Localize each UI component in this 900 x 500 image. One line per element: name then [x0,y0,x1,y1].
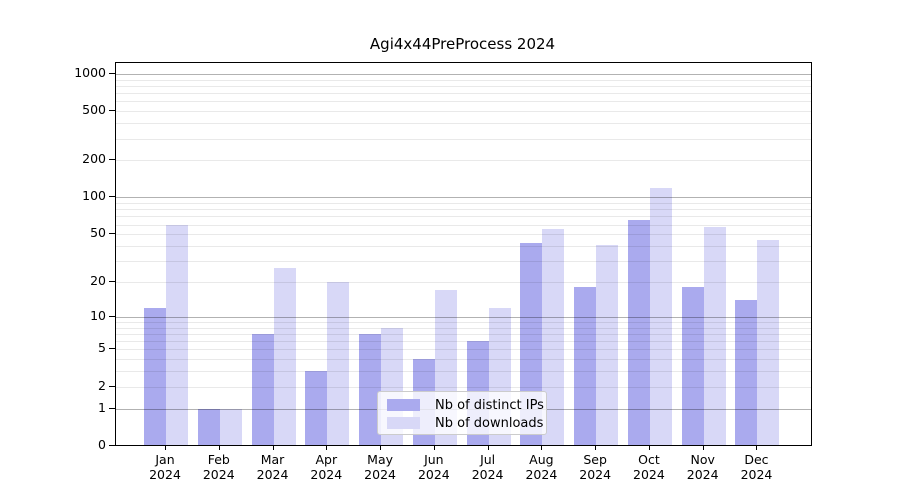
x-tick-label-line: 2024 [417,467,450,482]
y-tick-mark [109,159,115,161]
y-tick-label: 0 [98,436,106,452]
x-tick-mark [380,445,382,450]
legend-label-downloads: Nb of downloads [435,415,544,431]
x-tick-label-line: Oct [638,452,660,467]
bar-distinct-ips [574,287,597,445]
y-tick-label: 1000 [74,65,106,81]
x-tick-label-line: 2024 [633,467,665,482]
x-tick-label: Aug 2024 [513,452,569,482]
bars-layer [116,63,811,445]
y-tick-mark [109,315,115,317]
legend-swatch-distinct-ips [387,399,420,411]
bar-downloads [649,187,672,445]
x-tick-label: Sep 2024 [567,452,623,482]
y-tick-label: 1 [98,399,106,415]
x-tick-label-line: Jul [480,452,496,467]
bar-downloads [327,281,350,445]
legend-swatch-downloads [387,417,420,429]
x-tick-label-line: 2024 [149,467,181,482]
x-tick-label-line: Sep [583,452,607,467]
x-tick-mark [702,445,704,450]
x-tick-label-line: 2024 [525,467,558,482]
y-tick-label: 200 [82,151,106,167]
x-tick-mark [756,445,758,450]
bar-distinct-ips [627,219,650,445]
bar-distinct-ips [681,287,704,445]
y-tick-label: 2 [98,377,106,393]
x-tick-mark [648,445,650,450]
legend: Nb of distinct IPs Nb of downloads [377,391,547,435]
x-tick-label-line: Feb [207,452,230,467]
bar-downloads [757,239,780,445]
bar-distinct-ips [144,307,166,445]
x-tick-label: Nov 2024 [675,452,731,482]
y-tick-mark [109,73,115,75]
x-tick-label-line: Dec [744,452,769,467]
x-tick-mark [487,445,489,450]
y-tick-label: 100 [82,188,106,204]
y-tick-mark [109,110,115,112]
y-tick-mark [109,280,115,282]
y-tick-label: 20 [90,272,106,288]
x-tick-label: May 2024 [352,452,408,482]
bar-distinct-ips [735,300,758,445]
x-tick-mark [272,445,274,450]
x-tick-label-line: 2024 [471,467,504,482]
bar-downloads [273,268,296,445]
bar-downloads [542,229,565,445]
x-tick-mark [433,445,435,450]
bar-distinct-ips [359,333,382,445]
x-tick-label: Jan 2024 [137,452,193,482]
bar-downloads [166,224,188,445]
chart-title: Agi4x44PreProcess 2024 [369,35,556,53]
y-tick-label: 10 [90,307,106,323]
x-tick-label-line: 2024 [364,467,396,482]
x-tick-label-line: 2024 [256,467,289,482]
bar-downloads [219,408,242,445]
y-tick-mark [109,385,115,387]
x-tick-label-line: Mar [260,452,285,467]
y-tick-label: 5 [98,340,106,356]
x-tick-label-line: 2024 [686,467,719,482]
x-tick-label-line: 2024 [202,467,235,482]
x-tick-label: Mar 2024 [245,452,301,482]
x-tick-label-line: Jun [424,452,444,467]
x-tick-label: Dec 2024 [728,452,784,482]
legend-label-distinct-ips: Nb of distinct IPs [435,397,544,413]
y-tick-label: 50 [90,225,106,241]
y-tick-mark [109,407,115,409]
x-tick-mark [165,445,166,450]
bar-distinct-ips [305,371,328,445]
x-tick-label: Oct 2024 [621,452,677,482]
y-tick-mark [109,348,115,350]
x-tick-label-line: Nov [690,452,715,467]
x-tick-mark [218,445,220,450]
x-tick-label-line: 2024 [310,467,343,482]
y-tick-mark [109,444,115,446]
legend-item-downloads: Nb of downloads [378,414,546,432]
x-tick-label: Feb 2024 [191,452,247,482]
y-tick-label: 500 [82,102,106,118]
x-tick-label-line: May [367,452,393,467]
y-tick-mark [109,233,115,235]
x-tick-mark [326,445,328,450]
x-tick-label-line: Jan [155,452,175,467]
x-tick-label-line: 2024 [579,467,612,482]
bar-distinct-ips [251,333,274,445]
x-tick-label: Jul 2024 [460,452,516,482]
x-tick-mark [595,445,597,450]
x-tick-label-line: Apr [315,452,338,467]
x-tick-label-line: Aug [529,452,554,467]
x-tick-label: Jun 2024 [406,452,462,482]
y-tick-mark [109,196,115,198]
bar-distinct-ips [197,408,220,445]
bar-downloads [596,244,619,445]
x-tick-label: Apr 2024 [298,452,354,482]
plot-area [115,62,812,446]
x-tick-mark [541,445,543,450]
x-tick-label-line: 2024 [740,467,773,482]
bar-downloads [703,227,726,445]
legend-item-distinct-ips: Nb of distinct IPs [378,396,546,414]
